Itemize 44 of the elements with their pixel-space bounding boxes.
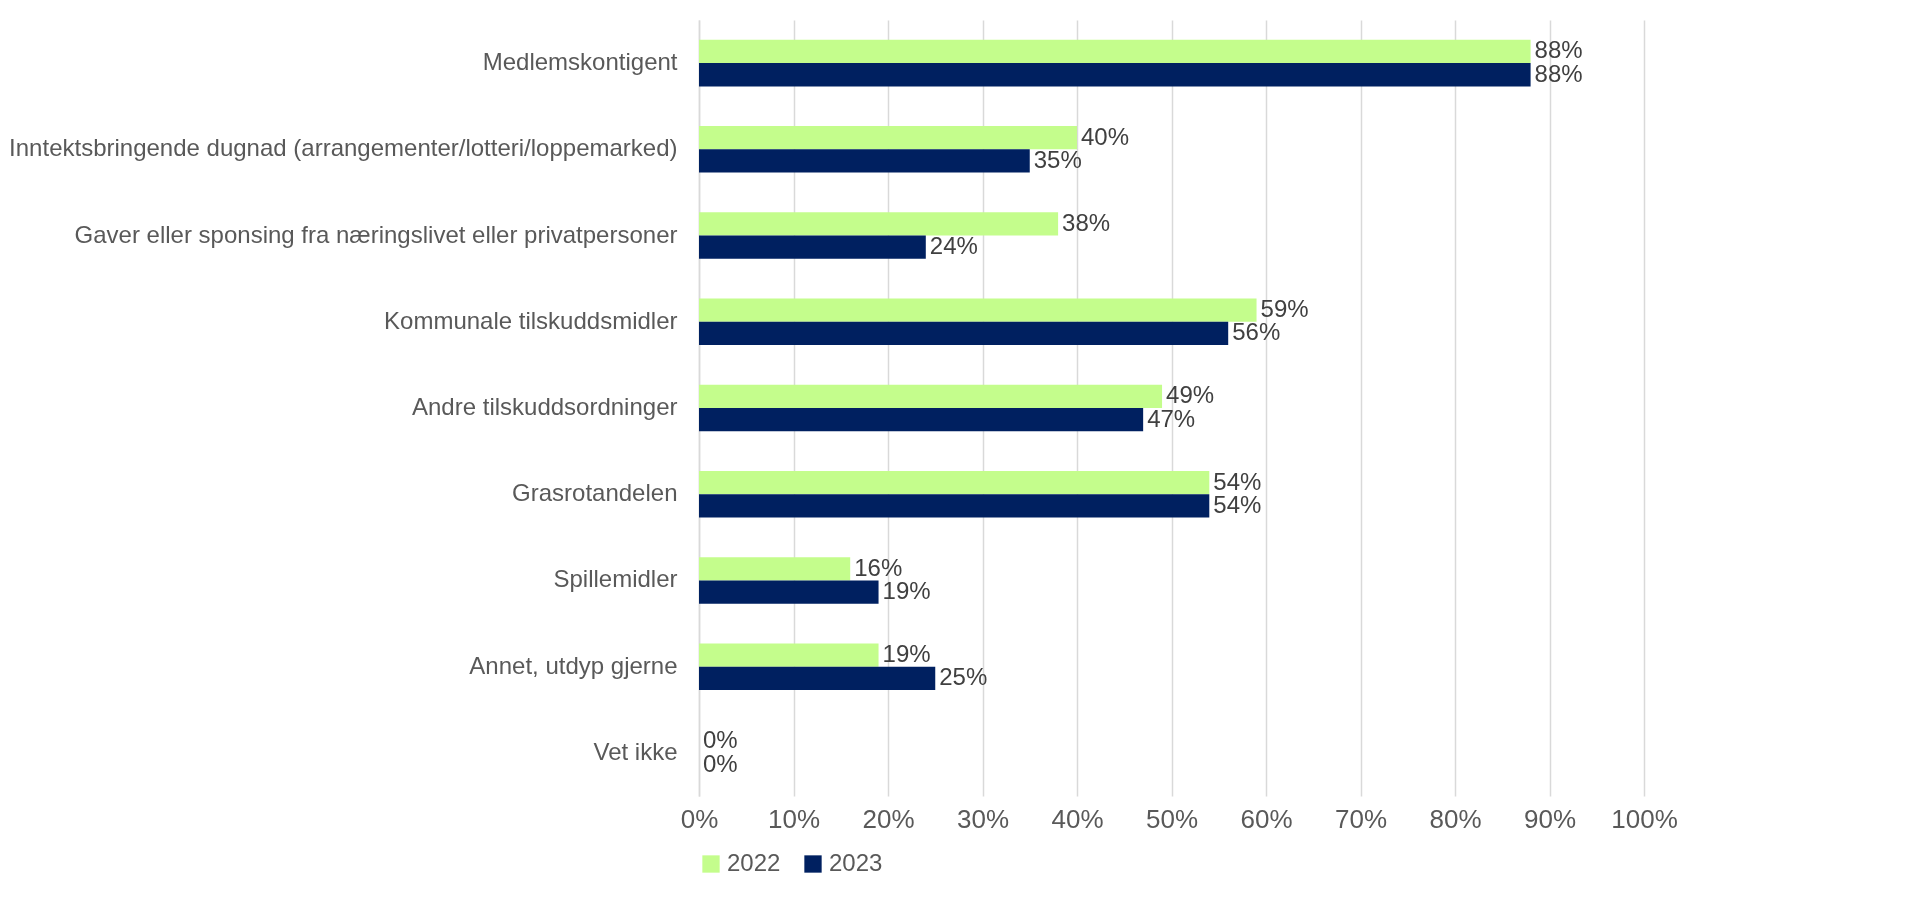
data-label: 24% <box>929 232 978 260</box>
data-label: 38% <box>1062 208 1111 236</box>
bar <box>699 557 851 581</box>
x-tick-label: 100% <box>1611 803 1678 834</box>
bar <box>699 470 1210 495</box>
bar <box>699 321 1229 346</box>
y-tick-label: Gaver eller sponsing fra næringslivet eller privatpersoner <box>74 220 678 248</box>
x-tick-label: 10% <box>767 803 821 834</box>
legend-label: 2022 <box>727 849 781 876</box>
bar <box>699 63 1531 87</box>
data-label: 19% <box>882 640 931 668</box>
y-tick-label: Medlemskontigent <box>482 48 678 76</box>
y-tick-label: Kommunale tilskuddsmidler <box>384 306 678 334</box>
bar <box>699 384 1163 408</box>
x-tick-label: 80% <box>1429 803 1482 834</box>
bar <box>699 666 936 690</box>
y-tick-label: Inntektsbringende dugnad (arrangementer/lotteri/loppemarked) <box>9 134 678 162</box>
x-tick-label: 60% <box>1240 803 1293 834</box>
y-tick-label: Annet, utdyp gjerne <box>469 651 678 679</box>
bar <box>699 235 926 259</box>
x-tick-label: 70% <box>1334 803 1388 834</box>
bar <box>699 149 1030 173</box>
data-label: 25% <box>939 663 988 691</box>
y-tick-label: Spillemidler <box>553 565 678 593</box>
x-tick-label: 40% <box>1051 803 1104 834</box>
data-label: 35% <box>1033 145 1082 173</box>
bar <box>699 580 879 604</box>
x-tick-label: 0% <box>680 803 719 834</box>
y-tick-label: Andre tilskuddsordninger <box>412 393 678 420</box>
bar <box>699 494 1210 518</box>
bar <box>699 408 1144 432</box>
x-tick-label: 90% <box>1523 803 1577 834</box>
bar <box>699 126 1077 150</box>
data-label: 40% <box>1081 122 1130 150</box>
bar <box>699 39 1531 64</box>
x-tick-label: 20% <box>862 803 915 834</box>
y-tick-label: Vet ikke <box>593 737 678 765</box>
x-tick-label: 50% <box>1145 803 1199 834</box>
bar <box>699 643 879 667</box>
bar <box>699 212 1059 236</box>
x-tick-label: 30% <box>956 803 1010 834</box>
legend-label: 2023 <box>829 849 883 876</box>
bar <box>699 298 1257 322</box>
y-tick-label: Grasrotandelen <box>512 479 678 507</box>
